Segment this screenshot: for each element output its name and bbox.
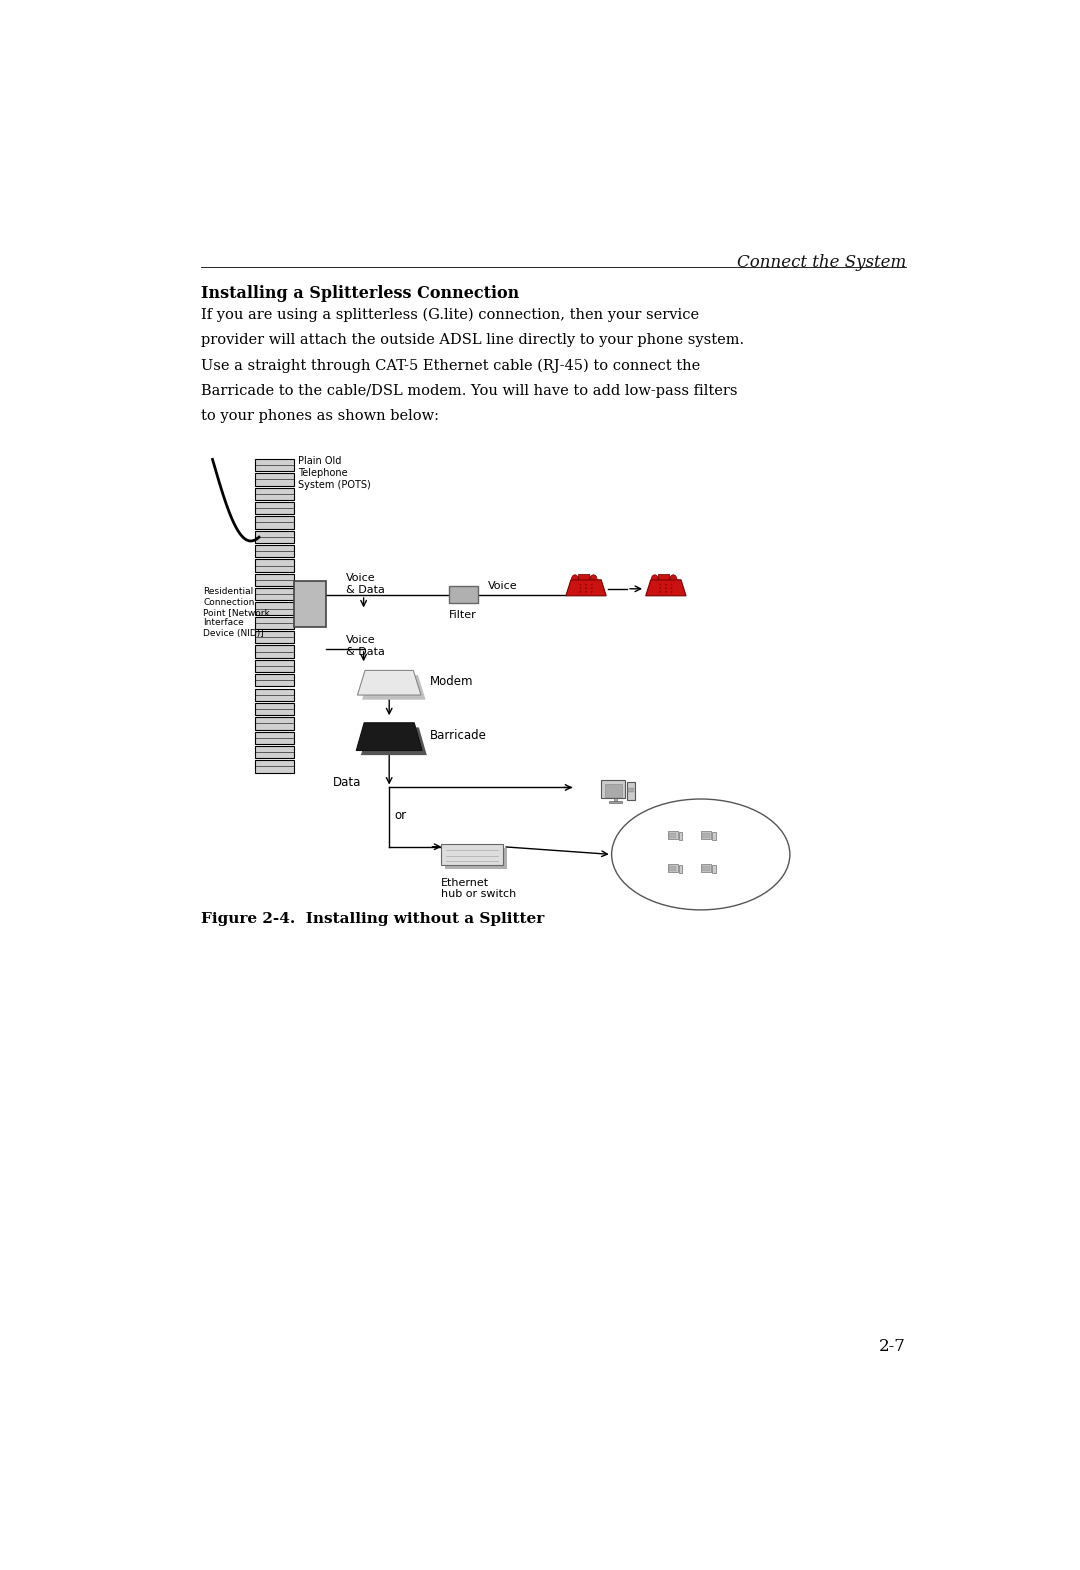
Bar [255,631,294,644]
Circle shape [665,590,666,592]
Bar [255,545,294,557]
Bar [255,603,294,615]
Circle shape [580,584,581,586]
Bar [294,581,326,628]
Circle shape [591,590,593,592]
Text: Barricade: Barricade [430,728,486,741]
Text: Installing a Splitterless Connection: Installing a Splitterless Connection [201,284,519,301]
Circle shape [665,584,666,586]
Bar [609,801,622,802]
Text: Ethernet
hub or switch: Ethernet hub or switch [441,878,516,900]
Bar [255,473,294,485]
Bar [255,703,294,716]
Circle shape [591,587,593,589]
Polygon shape [356,722,422,750]
Bar [615,798,617,801]
Text: Data: Data [333,776,361,790]
Bar [255,488,294,499]
Circle shape [660,587,661,589]
Bar [670,865,676,871]
Circle shape [580,587,581,589]
Circle shape [671,590,673,592]
Bar [667,864,678,873]
Bar [255,674,294,686]
Polygon shape [646,579,686,595]
Text: Filter: Filter [449,611,476,620]
Polygon shape [362,675,426,700]
Bar [678,865,683,873]
Bar [605,783,622,796]
Bar [445,848,507,870]
Circle shape [671,584,673,586]
Circle shape [585,590,586,592]
Bar [702,832,710,838]
Bar [712,832,716,840]
Bar [701,864,712,873]
Bar [255,517,294,529]
Bar [255,746,294,758]
Bar [670,832,676,838]
Text: Plain Old
Telephone
System (POTS): Plain Old Telephone System (POTS) [298,457,370,490]
Bar [255,760,294,772]
Bar [255,589,294,600]
Circle shape [580,590,581,592]
Bar [678,832,683,840]
Circle shape [660,590,661,592]
Circle shape [591,584,593,586]
Bar [255,559,294,571]
Text: Figure 2-4.  Installing without a Splitter: Figure 2-4. Installing without a Splitte… [201,912,544,926]
Bar [255,659,294,672]
Circle shape [671,587,673,589]
Bar [255,458,294,471]
Text: Connect the System: Connect the System [737,254,906,272]
Text: Use a straight through CAT-5 Ethernet cable (RJ-45) to connect the: Use a straight through CAT-5 Ethernet ca… [201,358,700,374]
Text: Barricade to the cable/DSL modem. You will have to add low-pass filters: Barricade to the cable/DSL modem. You wi… [201,385,738,397]
Circle shape [660,584,661,586]
Text: 2-7: 2-7 [879,1338,906,1355]
Bar [449,587,478,603]
Bar [255,502,294,515]
Bar [667,831,678,838]
Polygon shape [651,575,677,579]
Text: Voice
& Data: Voice & Data [346,573,384,595]
Bar [702,865,710,871]
Bar [712,865,716,873]
Circle shape [585,587,586,589]
Bar [441,843,503,865]
Bar [255,645,294,658]
Circle shape [665,587,666,589]
Text: or: or [394,810,407,823]
Bar [255,689,294,700]
Polygon shape [571,575,597,579]
Bar [255,531,294,543]
Ellipse shape [611,799,789,911]
Text: provider will attach the outside ADSL line directly to your phone system.: provider will attach the outside ADSL li… [201,333,744,347]
Polygon shape [361,727,427,755]
Bar [255,617,294,630]
Bar [602,780,625,798]
Text: Residential
Connection
Point [Network
Interface
Device (NID)]: Residential Connection Point [Network In… [203,587,270,637]
Text: If you are using a splitterless (G.lite) connection, then your service: If you are using a splitterless (G.lite)… [201,308,699,322]
Circle shape [585,584,586,586]
Text: Voice: Voice [488,581,517,590]
Bar [255,573,294,586]
Text: Modem: Modem [430,675,473,688]
Text: Voice
& Data: Voice & Data [346,634,384,656]
Bar [701,831,712,838]
Bar [626,782,635,801]
Bar [255,732,294,744]
Bar [255,717,294,730]
Polygon shape [566,579,606,595]
Polygon shape [357,670,421,696]
Text: to your phones as shown below:: to your phones as shown below: [201,410,438,424]
